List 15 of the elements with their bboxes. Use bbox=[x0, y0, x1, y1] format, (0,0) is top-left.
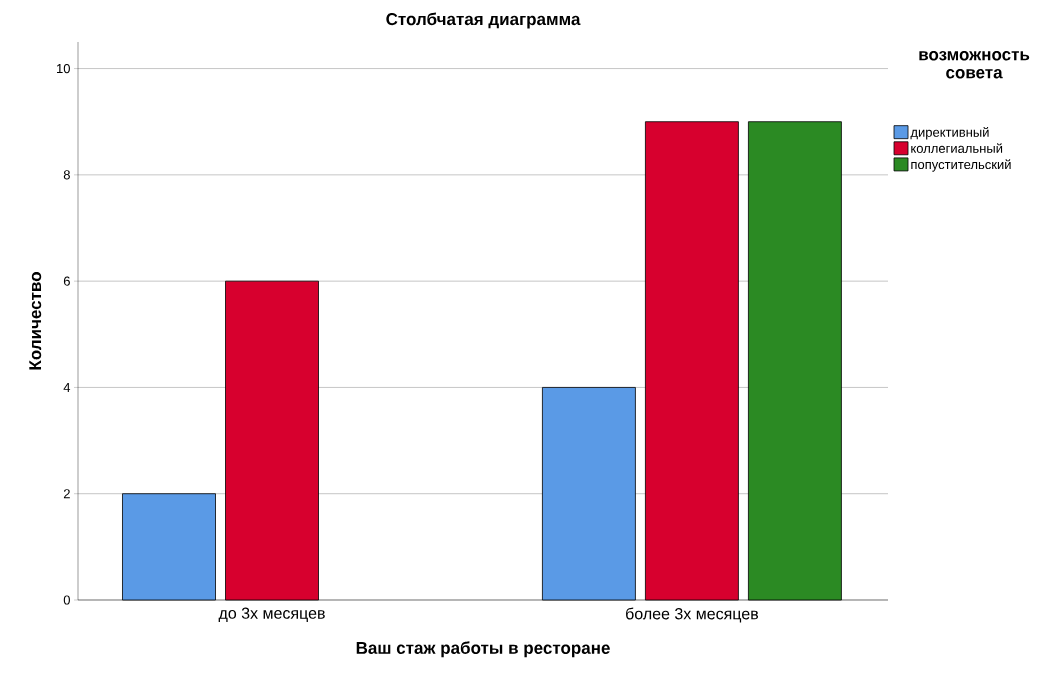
y-tick-label: 4 bbox=[63, 382, 71, 392]
y-tick-label: 10 bbox=[57, 63, 70, 74]
legend-label: попустительский bbox=[911, 159, 1011, 172]
y-tick-label: 8 bbox=[63, 170, 70, 180]
y-tick-label: 6 bbox=[63, 276, 70, 286]
y-axis-title: Количество bbox=[29, 272, 42, 370]
y-tick-label: 0 bbox=[63, 595, 70, 605]
x-tick-label: более 3х месяцев bbox=[626, 607, 759, 623]
legend-title: возможность совета bbox=[919, 51, 1030, 79]
chart-title: Столбчатая диаграмма bbox=[386, 12, 581, 29]
legend-label: коллегиальный bbox=[911, 143, 1003, 153]
x-axis-title: Ваш стаж работы в ресторане bbox=[356, 641, 610, 658]
legend-label: директивный bbox=[910, 127, 989, 140]
y-tick-label: 2 bbox=[63, 489, 70, 499]
x-tick-label: до 3х месяцев bbox=[218, 607, 325, 622]
